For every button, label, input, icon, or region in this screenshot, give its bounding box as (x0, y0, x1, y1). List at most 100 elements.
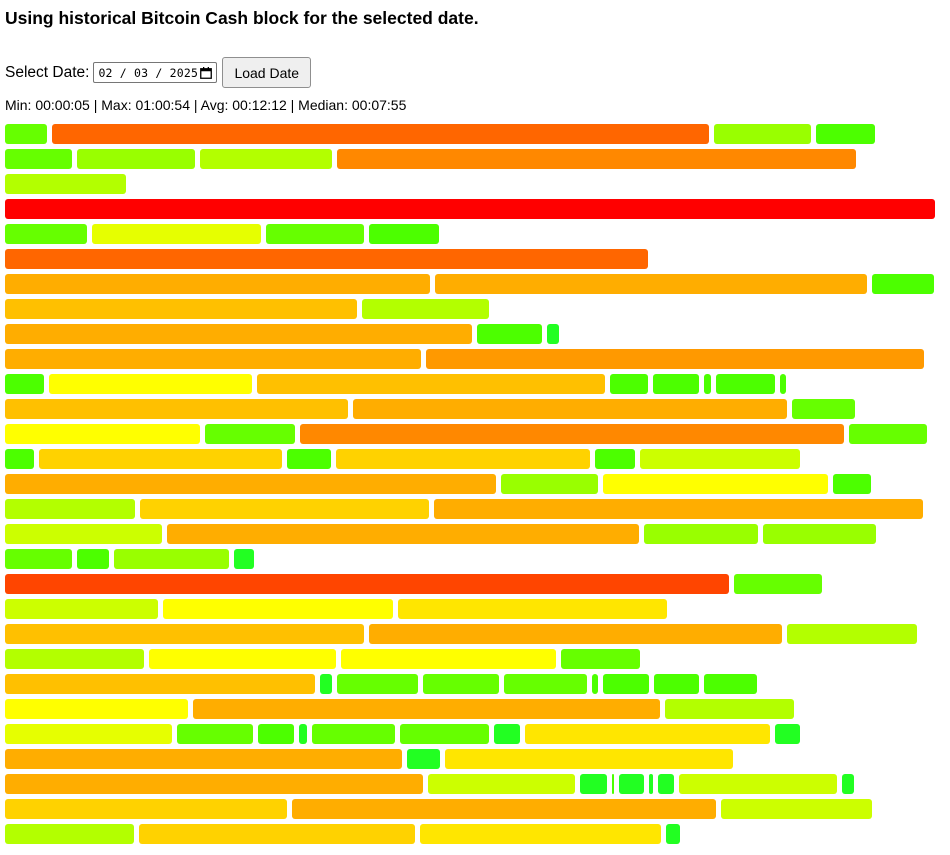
block-row (5, 174, 937, 194)
block-row (5, 449, 937, 469)
block-bar (849, 424, 927, 444)
block-row (5, 624, 937, 644)
block-bar (5, 824, 134, 844)
block-row (5, 374, 937, 394)
block-bar (5, 199, 935, 219)
block-bar (312, 724, 395, 744)
block-row (5, 274, 937, 294)
block-bar (494, 724, 520, 744)
block-bar (619, 774, 644, 794)
load-date-button[interactable]: Load Date (222, 57, 312, 88)
block-bar (369, 624, 782, 644)
block-bar (167, 524, 639, 544)
block-bar (320, 674, 332, 694)
block-bar (5, 649, 144, 669)
block-bar (337, 674, 418, 694)
block-bar (5, 249, 648, 269)
block-bar (501, 474, 598, 494)
block-bar (5, 574, 729, 594)
block-bar (658, 774, 674, 794)
block-bar (714, 124, 811, 144)
block-bar (52, 124, 709, 144)
block-bar (177, 724, 253, 744)
block-bar (5, 774, 423, 794)
block-row (5, 699, 937, 719)
block-bar (39, 449, 282, 469)
block-bar (287, 449, 331, 469)
block-bar (299, 724, 307, 744)
block-bar (603, 474, 828, 494)
block-row (5, 224, 937, 244)
block-bar (763, 524, 876, 544)
block-bar (200, 149, 332, 169)
block-bar (234, 549, 254, 569)
block-bar (561, 649, 640, 669)
block-bar (49, 374, 252, 394)
block-bar (610, 374, 648, 394)
block-bar (257, 374, 605, 394)
block-bar (5, 549, 72, 569)
block-bar (362, 299, 489, 319)
block-bar (780, 374, 786, 394)
block-bar (721, 799, 872, 819)
block-bar (5, 174, 126, 194)
block-bar (369, 224, 439, 244)
block-bar (114, 549, 229, 569)
block-bar (426, 349, 924, 369)
block-bar (400, 724, 489, 744)
block-bar (77, 149, 195, 169)
block-bar (139, 824, 415, 844)
block-bar (5, 149, 72, 169)
block-bar (5, 124, 47, 144)
block-bar (266, 224, 364, 244)
block-row (5, 199, 937, 219)
block-bar (5, 274, 430, 294)
block-row (5, 474, 937, 494)
block-row (5, 524, 937, 544)
block-bar (5, 724, 172, 744)
block-row (5, 424, 937, 444)
calendar-icon[interactable] (200, 66, 213, 79)
block-bar (640, 449, 800, 469)
block-bar (205, 424, 295, 444)
date-label: Select Date: (5, 63, 90, 81)
block-bar (5, 324, 472, 344)
block-bar (704, 374, 711, 394)
block-bar (5, 374, 44, 394)
block-row (5, 149, 937, 169)
block-bar (775, 724, 800, 744)
block-bar (5, 674, 315, 694)
block-bar (872, 274, 934, 294)
block-bar (679, 774, 837, 794)
block-bar (5, 449, 34, 469)
block-row (5, 499, 937, 519)
block-row (5, 724, 937, 744)
date-input[interactable]: 02 / 03 / 2025 (93, 62, 218, 83)
block-time-stats: Min: 00:00:05 | Max: 01:00:54 | Avg: 00:… (5, 97, 407, 113)
block-row (5, 324, 937, 344)
block-bar (734, 574, 822, 594)
block-row (5, 299, 937, 319)
block-row (5, 599, 937, 619)
block-bar (5, 524, 162, 544)
block-bar (525, 724, 770, 744)
block-bar (258, 724, 294, 744)
block-bar (428, 774, 575, 794)
block-bar (407, 749, 440, 769)
block-bar (5, 799, 287, 819)
block-bar (792, 399, 855, 419)
block-row (5, 124, 937, 144)
block-bar (5, 699, 188, 719)
block-row (5, 349, 937, 369)
block-bar (435, 274, 867, 294)
block-bar (193, 699, 660, 719)
block-bar (716, 374, 775, 394)
block-row (5, 774, 937, 794)
block-row (5, 399, 937, 419)
block-bar (653, 374, 699, 394)
block-bar (398, 599, 667, 619)
block-bar (477, 324, 542, 344)
block-bar (704, 674, 757, 694)
block-bar (77, 549, 109, 569)
date-value[interactable]: 02 / 03 / 2025 (98, 65, 199, 80)
